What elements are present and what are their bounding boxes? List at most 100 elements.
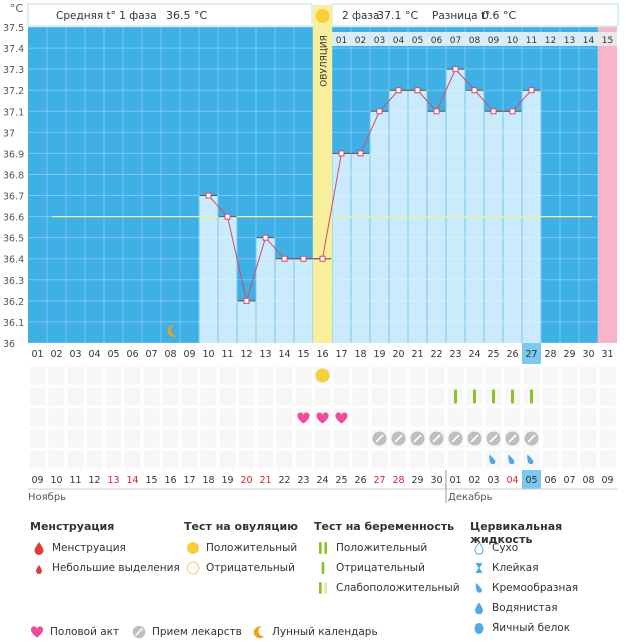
pill-icon-stripe <box>413 434 422 443</box>
y-tick-label: 36.6 <box>3 213 24 224</box>
temp-segment <box>455 68 475 91</box>
cycle-day-label: 23 <box>449 349 461 360</box>
cycle-day-label: 18 <box>354 349 366 360</box>
date-label: 09 <box>601 475 613 486</box>
symptom-cell <box>352 366 369 385</box>
date-axis: 09 10 11 12 13 14 15 16 17 18 19 20 21 22 23 24 25 26 27 28… <box>28 470 617 503</box>
symptom-cell <box>86 429 103 448</box>
legend-medication-label: Прием лекарств <box>152 626 242 638</box>
y-tick-label: 37.3 <box>3 65 24 76</box>
pill-icon-stripe <box>527 434 536 443</box>
pill-icon <box>132 625 146 639</box>
luteal-day-cell <box>427 32 446 46</box>
symptom-cell <box>86 387 103 406</box>
pill-icon-stripe <box>375 434 384 443</box>
temp-point <box>243 297 250 304</box>
symptom-cell <box>238 429 255 448</box>
symptom-cell <box>371 387 388 406</box>
cycle-day-label: 02 <box>50 349 62 360</box>
date-label: 05 <box>525 475 537 486</box>
temp-bar <box>370 111 389 344</box>
symptom-cell <box>29 408 46 427</box>
symptom-cell <box>561 429 578 448</box>
symptom-cell <box>599 429 616 448</box>
symptom-cell <box>67 429 84 448</box>
moon-icon <box>253 626 265 639</box>
symptom-cell <box>67 450 84 469</box>
next-cycle-column <box>598 27 617 343</box>
symptom-cell <box>48 387 65 406</box>
cycle-day-label: 29 <box>563 349 575 360</box>
legend-creamy-label: Кремообразная <box>492 582 579 594</box>
unit-label: °C <box>10 2 24 15</box>
date-label: 12 <box>88 475 100 486</box>
date-label: 03 <box>487 475 499 486</box>
y-tick-label: 36 <box>3 339 15 350</box>
cycle-day-label: 12 <box>240 349 252 360</box>
pregnancy-test-icon <box>473 389 476 404</box>
temp-point <box>281 255 288 262</box>
symptom-cell <box>352 408 369 427</box>
symptom-cell <box>181 429 198 448</box>
temp-point <box>357 150 364 157</box>
symptom-cell <box>276 429 293 448</box>
legend: Менструация Менструация Небольшие выделе… <box>0 510 626 639</box>
pill-icon-stripe <box>489 434 498 443</box>
cycle-day-label: 16 <box>316 349 328 360</box>
legend-cervical-fluid-title: Цервикальная жидкость <box>470 520 563 546</box>
y-tick-label: 37.2 <box>3 86 24 97</box>
date-label: 10 <box>50 475 62 486</box>
today-marker <box>522 343 541 364</box>
cycle-day-label: 20 <box>392 349 404 360</box>
symptom-cell <box>485 408 502 427</box>
legend-ovulation-positive-label: Положительный <box>206 542 298 554</box>
symptom-cell <box>105 366 122 385</box>
legend-sticky-label: Клейкая <box>492 562 539 574</box>
temp-segment <box>265 237 285 260</box>
temp-segment <box>208 195 228 217</box>
luteal-day-label: 06 <box>431 36 443 46</box>
legend-lunar-item: Лунный календарь <box>250 622 378 642</box>
date-label: 29 <box>411 475 423 486</box>
date-label: 22 <box>278 475 290 486</box>
cycle-day-label: 09 <box>183 349 195 360</box>
cycle-day-label: 13 <box>259 349 271 360</box>
symptom-cell <box>580 450 597 469</box>
symptom-cell <box>162 429 179 448</box>
luteal-day-cell <box>351 32 370 46</box>
symptom-cell <box>504 408 521 427</box>
temp-segment <box>417 89 437 112</box>
temp-bar <box>351 153 370 343</box>
luteal-day-cell <box>446 32 465 46</box>
symptom-cell <box>466 408 483 427</box>
cycle-day-label: 27 <box>525 349 537 360</box>
temp-point <box>528 87 535 94</box>
symptom-cell <box>181 408 198 427</box>
legend-ovulation-negative-item: Отрицательный <box>184 558 298 578</box>
cervical-fluid-icon <box>508 454 515 465</box>
symptom-cell <box>542 387 559 406</box>
legend-pregnancy-test-title: Тест на беременность <box>314 520 455 533</box>
symptom-cell <box>48 429 65 448</box>
symptom-cell <box>29 450 46 469</box>
symptom-cell <box>295 450 312 469</box>
symptom-cell <box>219 429 236 448</box>
symptom-cell <box>29 429 46 448</box>
symptom-cell <box>181 366 198 385</box>
luteal-day-cell <box>560 32 579 46</box>
temp-point <box>300 255 307 262</box>
date-label: 02 <box>468 475 480 486</box>
symptom-cell <box>29 387 46 406</box>
symptom-cell <box>143 387 160 406</box>
symptom-cell <box>86 408 103 427</box>
legend-watery-label: Водянистая <box>492 602 558 614</box>
cervical-fluid-icon <box>489 454 496 465</box>
y-tick-label: 37.1 <box>3 107 24 118</box>
cycle-day-label: 15 <box>297 349 309 360</box>
symptom-cell <box>200 387 217 406</box>
pill-icon-stripe <box>432 434 441 443</box>
two-lines-icon <box>319 542 327 554</box>
symptom-cell <box>124 366 141 385</box>
temp-point <box>509 108 516 115</box>
legend-spotting-item: Небольшие выделения <box>30 558 180 578</box>
